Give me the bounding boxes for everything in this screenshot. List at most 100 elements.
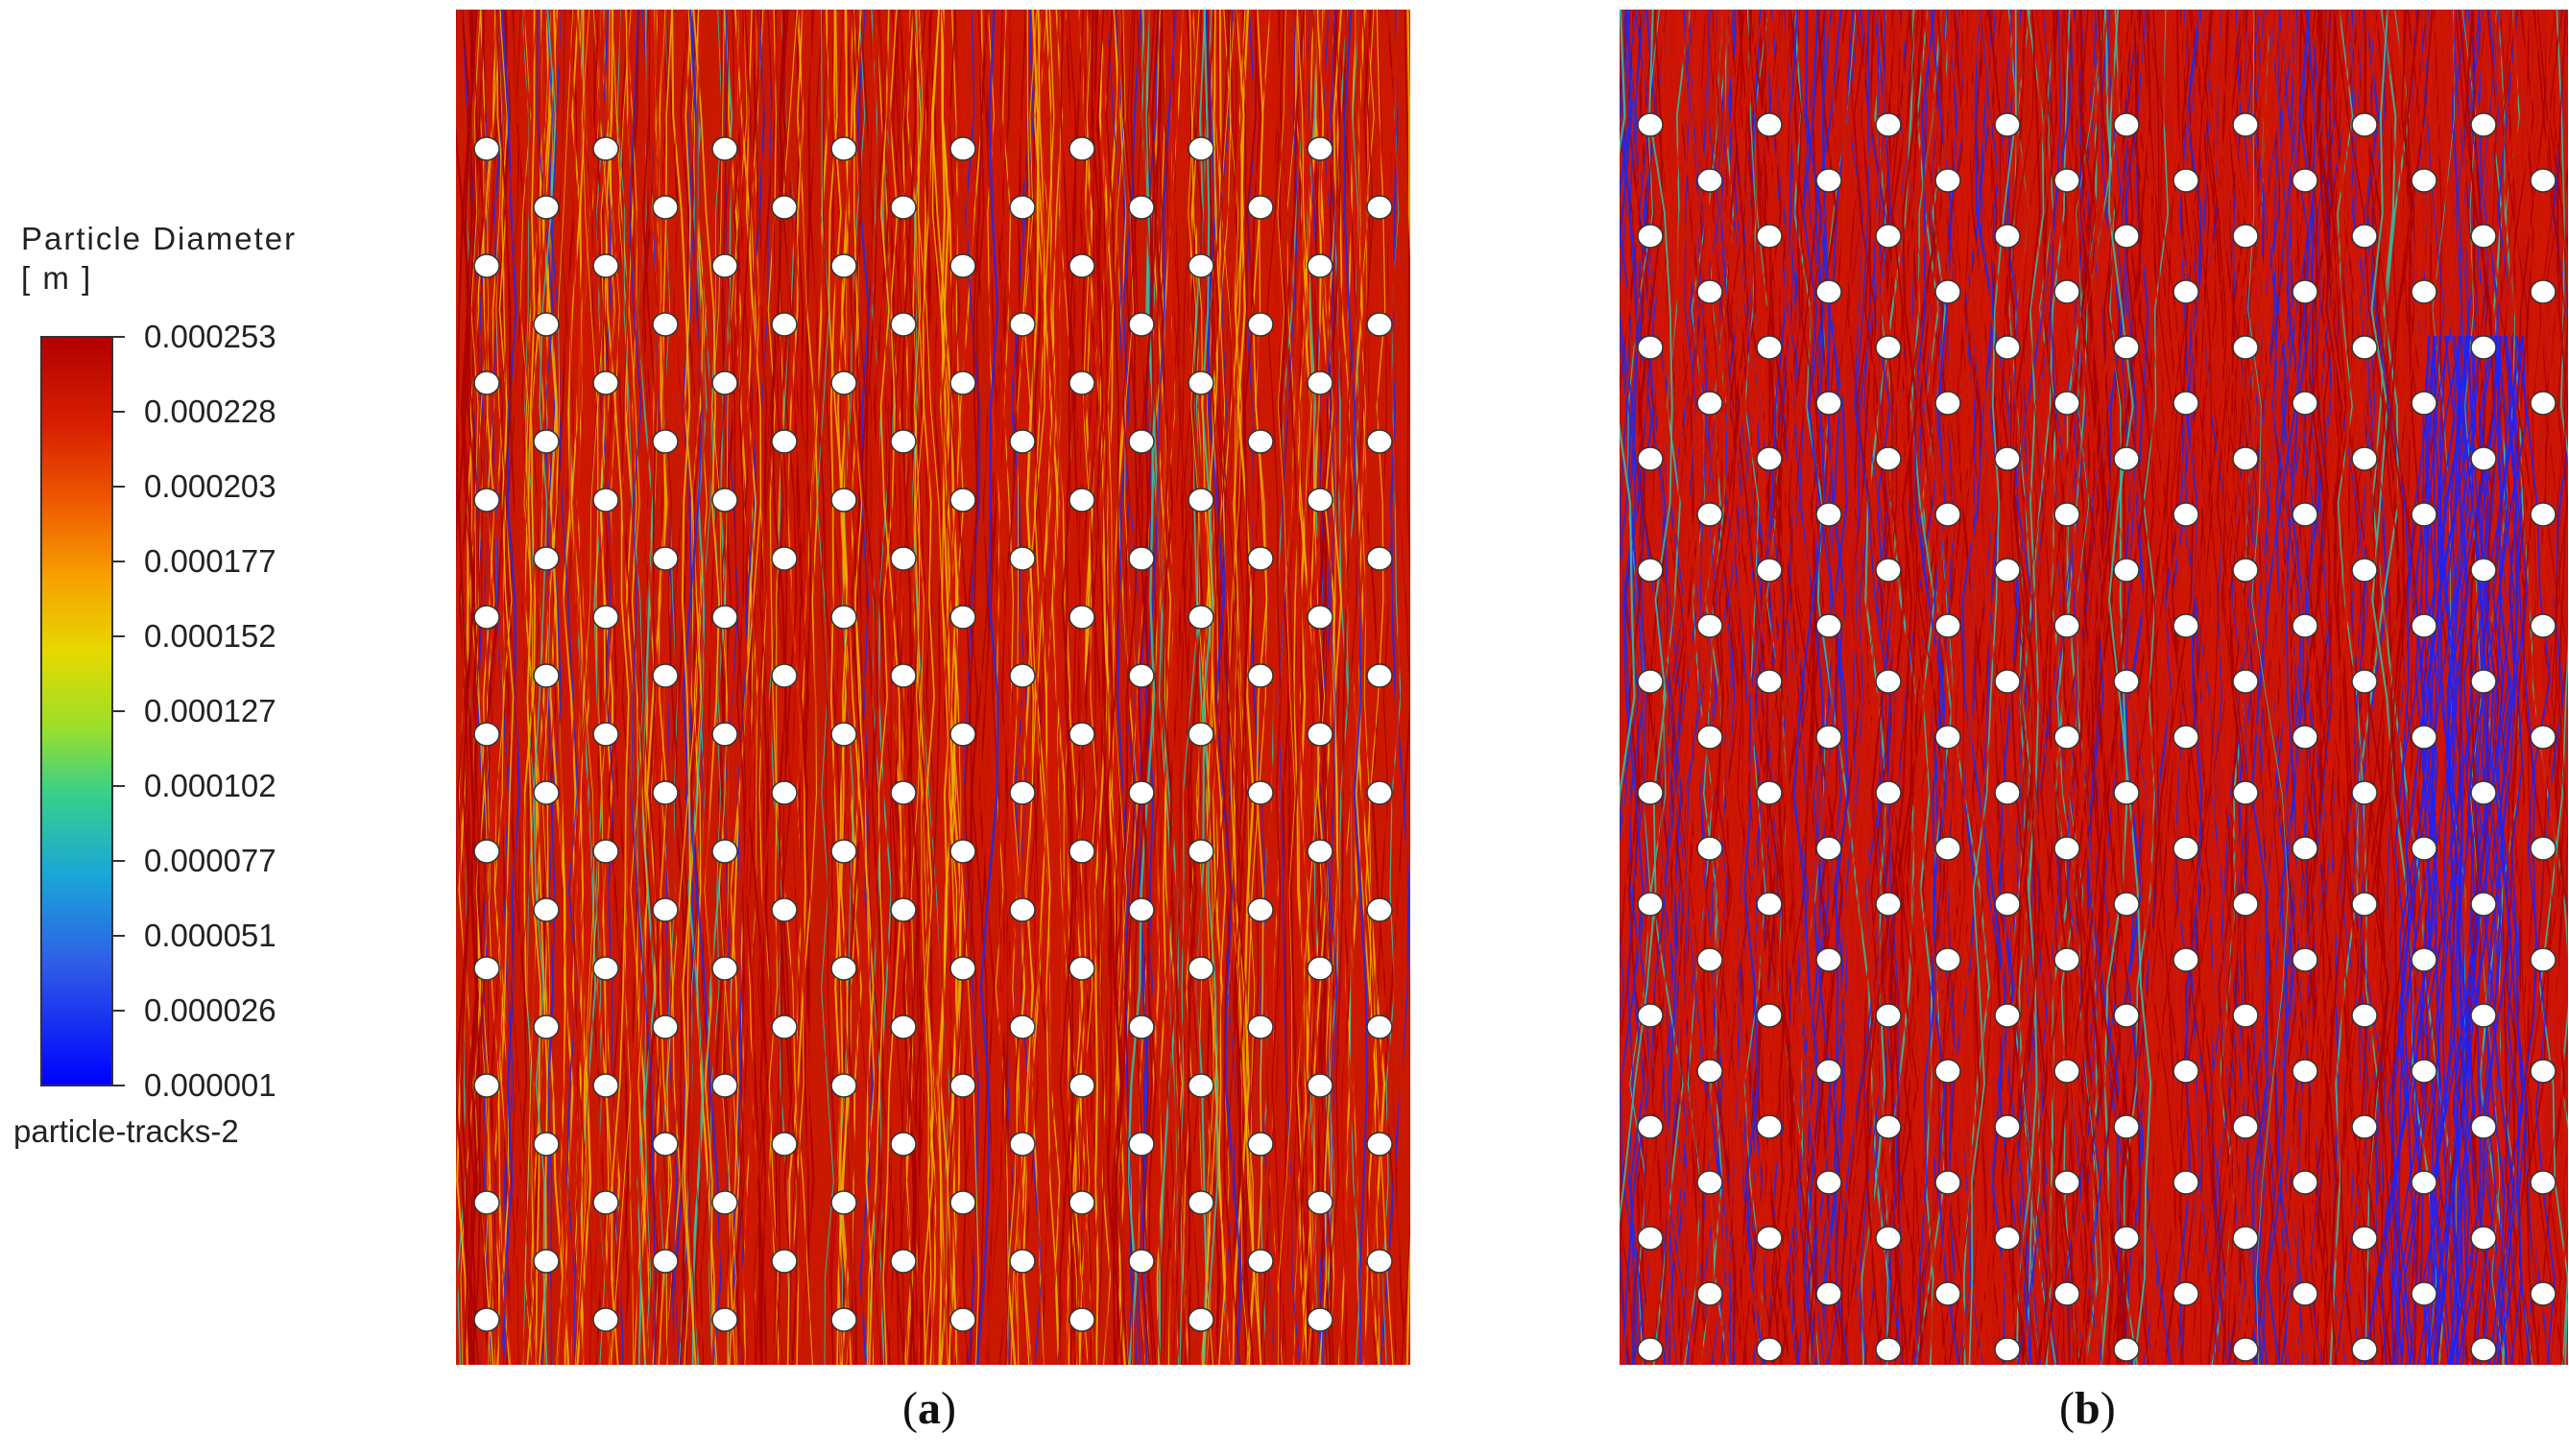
- particle-track: [2544, 10, 2568, 318]
- tube-cylinder: [771, 312, 798, 337]
- particle-track: [1036, 10, 1061, 1365]
- particle-track: [845, 10, 871, 1365]
- particle-track: [2458, 10, 2534, 1365]
- particle-track: [456, 10, 478, 1092]
- particle-track: [1032, 10, 1060, 1365]
- tube-cylinder: [1875, 1226, 1902, 1251]
- tube-cylinder: [1934, 1170, 1961, 1195]
- particle-track: [1236, 10, 1258, 1365]
- particle-track: [2033, 10, 2106, 1365]
- tube-cylinder: [2411, 947, 2437, 972]
- particle-track: [574, 10, 598, 1365]
- particle-track: [2288, 10, 2328, 1365]
- tube-cylinder: [2113, 1003, 2140, 1028]
- particle-track: [1122, 10, 1142, 1365]
- particle-track: [1167, 10, 1181, 1365]
- tube-cylinder: [1696, 502, 1723, 527]
- particle-track: [516, 10, 547, 1365]
- tube-cylinder: [2232, 446, 2259, 471]
- particle-track: [1186, 10, 1204, 1365]
- particle-track: [531, 10, 553, 1365]
- particle-track: [1957, 10, 1992, 1365]
- particle-track: [1307, 10, 1329, 1365]
- tube-cylinder: [2173, 1281, 2199, 1306]
- scale-tick-label: 0.000051: [144, 918, 276, 953]
- tube-cylinder: [1188, 1190, 1214, 1215]
- particle-track: [2197, 10, 2243, 1365]
- tube-cylinder: [2470, 558, 2497, 583]
- particle-track: [2067, 10, 2097, 1365]
- particle-track: [791, 10, 812, 1365]
- tube-cylinder: [1009, 663, 1036, 688]
- particle-track: [1151, 10, 1183, 1365]
- tube-cylinder: [1247, 195, 1274, 220]
- particle-track: [1040, 10, 1061, 1365]
- tube-cylinder: [1009, 1014, 1036, 1039]
- particle-track: [727, 10, 756, 1365]
- tube-cylinder: [2411, 1170, 2437, 1195]
- tube-cylinder: [1756, 1337, 1783, 1362]
- particle-track: [539, 10, 572, 1365]
- particle-track: [566, 10, 588, 1365]
- particle-track: [1929, 10, 1993, 1365]
- particle-track: [1285, 10, 1308, 1365]
- particle-track: [2413, 10, 2481, 1365]
- scale-tick-mark: [113, 486, 125, 488]
- particle-track: [927, 10, 960, 1365]
- particle-track: [966, 10, 978, 1365]
- particle-track: [819, 10, 839, 1365]
- particle-track: [1885, 10, 1939, 1365]
- color-scale-bar: [40, 336, 113, 1086]
- tube-cylinder: [1875, 1003, 1902, 1028]
- particle-track: [918, 10, 940, 1365]
- particle-track: [605, 10, 630, 1365]
- scale-tick-label: 0.000152: [144, 618, 276, 654]
- tube-cylinder: [1009, 546, 1036, 571]
- particle-track-lines: [456, 10, 1410, 1365]
- tube-cylinder: [652, 1014, 679, 1039]
- particle-track: [916, 10, 951, 1365]
- tube-cylinder: [1875, 780, 1902, 805]
- tube-cylinder: [1188, 1307, 1214, 1332]
- tube-cylinder: [2232, 669, 2259, 694]
- particle-track: [1620, 10, 1644, 564]
- tube-cylinder: [2173, 1059, 2199, 1084]
- tube-cylinder: [830, 839, 857, 864]
- particle-track: [892, 10, 923, 1365]
- tube-cylinder: [949, 839, 976, 864]
- particle-track: [1327, 10, 1358, 1365]
- tube-cylinder: [1366, 1132, 1393, 1157]
- tube-cylinder: [1188, 488, 1214, 513]
- tube-cylinder: [2173, 836, 2199, 861]
- scale-tick-label: 0.000228: [144, 394, 276, 429]
- particle-track: [1865, 10, 1925, 1365]
- tube-cylinder: [1188, 1073, 1214, 1098]
- tube-bank: [473, 136, 1393, 1332]
- particle-track: [1842, 10, 1892, 1365]
- particle-track: [2368, 10, 2417, 1365]
- tube-cylinder: [2292, 1170, 2318, 1195]
- particle-track: [989, 10, 1010, 1365]
- particle-track: [1329, 10, 1375, 1365]
- tube-cylinder: [2411, 279, 2437, 304]
- particle-track: [506, 10, 538, 1365]
- particle-track: [2218, 10, 2270, 1365]
- tube-cylinder: [1188, 722, 1214, 747]
- tube-cylinder: [949, 253, 976, 278]
- particle-track: [2143, 10, 2199, 1365]
- particle-track: [1691, 10, 1727, 1365]
- tube-cylinder: [2411, 502, 2437, 527]
- particle-track: [629, 10, 657, 1365]
- particle-track: [1855, 10, 1904, 1365]
- tube-cylinder: [2173, 725, 2199, 750]
- tube-cylinder: [533, 429, 560, 454]
- tube-cylinder: [533, 312, 560, 337]
- particle-track: [1620, 10, 1647, 1365]
- particle-track: [1620, 10, 1673, 1226]
- particle-track: [2480, 10, 2533, 1365]
- particle-track: [1933, 10, 1973, 1365]
- tube-cylinder: [1815, 502, 1842, 527]
- particle-track: [2293, 10, 2337, 1365]
- fine-particle-track: [2485, 335, 2516, 1365]
- tube-cylinder: [2053, 168, 2080, 193]
